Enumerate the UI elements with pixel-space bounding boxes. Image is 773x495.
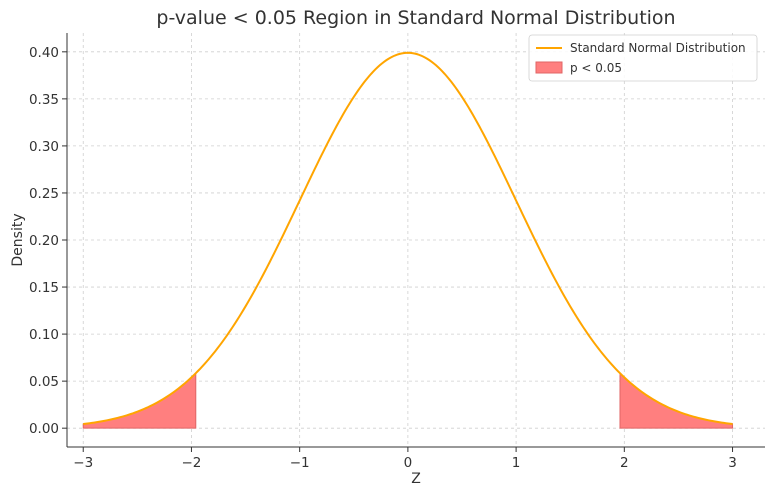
x-tick-label: 2: [620, 455, 629, 471]
legend-label-p: p < 0.05: [570, 61, 622, 75]
x-tick-label: 0: [404, 455, 413, 471]
legend-frame: [528, 34, 758, 82]
y-tick-label: 0.15: [29, 280, 59, 296]
y-tick-label: 0.25: [29, 186, 59, 202]
x-tick-label: 3: [728, 455, 737, 471]
legend-fill-swatch: [535, 61, 563, 74]
legend-label-normal: Standard Normal Distribution: [570, 41, 746, 55]
x-tick-label: −1: [290, 455, 310, 471]
x-axis-label: Z: [411, 471, 421, 487]
y-tick-label: 0.00: [29, 421, 59, 437]
y-tick-label: 0.10: [29, 327, 59, 343]
x-tick-label: −2: [181, 455, 201, 471]
y-tick-label: 0.20: [29, 233, 59, 249]
legend: Standard Normal Distribution p < 0.05: [528, 34, 758, 82]
y-tick-label: 0.05: [29, 374, 59, 390]
normal-curve-line: [83, 51, 733, 426]
y-tick-label: 0.35: [29, 92, 59, 108]
line-layer: [83, 51, 733, 426]
y-axis-label: Density: [10, 213, 26, 266]
x-ticks: −3 −2 −1 0 1 2 3: [73, 447, 737, 471]
y-tick-label: 0.40: [29, 45, 59, 61]
grid: [67, 33, 765, 447]
y-tick-label: 0.30: [29, 139, 59, 155]
y-ticks: 0.00 0.05 0.10 0.15 0.20 0.25 0.30 0.35 0.40: [29, 45, 67, 437]
x-tick-label: 1: [512, 455, 521, 471]
chart-title: p-value < 0.05 Region in Standard Normal…: [156, 7, 675, 29]
x-tick-label: −3: [73, 455, 93, 471]
